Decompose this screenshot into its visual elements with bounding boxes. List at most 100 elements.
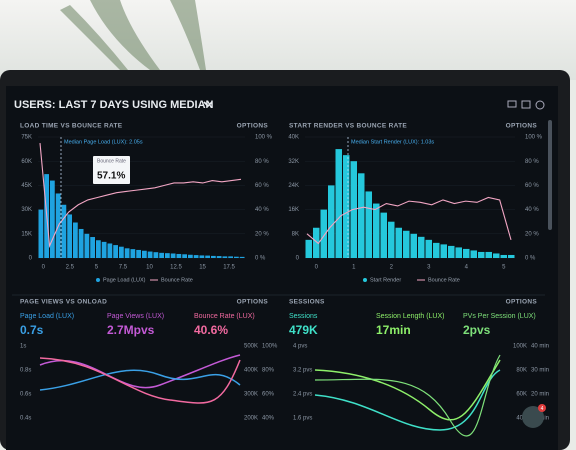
bar: [485, 251, 492, 258]
y-tick-label: 500K: [244, 344, 258, 350]
bar: [193, 255, 199, 258]
y-tick-label: 1.6 pvs: [293, 416, 312, 422]
bar: [107, 243, 113, 258]
bar: [358, 173, 365, 258]
y-tick-label: 60K: [21, 159, 32, 165]
x-tick-label: 12.5: [170, 265, 182, 271]
bar: [222, 256, 228, 258]
bar: [335, 149, 342, 258]
metric-label: Session Length (LUX): [376, 313, 444, 320]
chat-button[interactable]: [522, 406, 544, 428]
bar: [395, 227, 402, 258]
y-tick-label: 80K: [516, 368, 527, 374]
plant: [60, 0, 206, 70]
metric-value: 17min: [376, 323, 411, 337]
bar: [418, 236, 425, 258]
curve: [39, 369, 241, 391]
options[interactable]: OPTIONS: [237, 123, 269, 130]
bar: [440, 244, 447, 258]
icon-help[interactable]: [535, 100, 545, 110]
metric-value: 2pvs: [463, 323, 491, 337]
y-tick-label: 45K: [21, 183, 32, 189]
metric-label: Sessions: [289, 313, 318, 320]
y-tick-label: 0.6s: [20, 392, 31, 398]
annotation: Median Start Render (LUX): 1.03s: [351, 139, 434, 145]
bar: [73, 222, 78, 258]
curve: [314, 359, 501, 421]
x-tick-label: 0: [315, 265, 319, 271]
bar: [153, 252, 159, 258]
panel-title: START RENDER VS BOUNCE RATE: [289, 123, 407, 130]
dropdown-icon[interactable]: [203, 101, 213, 108]
y-tick-label: 300K: [244, 392, 258, 398]
bar: [67, 214, 72, 258]
tooltip-label: Bounce Rate: [97, 158, 126, 164]
bar: [239, 256, 245, 258]
y-tick-label: 0: [296, 256, 300, 262]
y-tick-label: 4 pvs: [293, 344, 307, 350]
x-tick-label: 10: [146, 265, 153, 271]
bar: [425, 239, 432, 258]
y2-tick-label: 0 %: [255, 256, 266, 262]
y-tick-label: 8K: [292, 231, 299, 237]
metric-label: PVs Per Session (LUX): [463, 313, 536, 320]
bar: [119, 246, 124, 258]
bar: [211, 255, 216, 258]
panel-title: LOAD TIME VS BOUNCE RATE: [20, 123, 123, 130]
bar: [313, 227, 320, 258]
metric-value: 40.6%: [194, 323, 228, 337]
y-tick-label: 30K: [21, 207, 32, 213]
bar: [170, 253, 176, 258]
bar: [176, 253, 182, 258]
legend-label: Bounce Rate: [428, 277, 460, 283]
x-tick-label: 1: [352, 265, 356, 271]
x-tick-label: 15: [199, 265, 206, 271]
bar: [101, 241, 107, 258]
header-title: USERS: LAST 7 DAYS USING MEDIAN: [14, 99, 214, 111]
bar: [205, 255, 210, 258]
bar: [500, 254, 507, 258]
y-tick-label: 40 min: [531, 344, 549, 350]
y-tick-label: 100K: [513, 344, 527, 350]
icon-chart[interactable]: [521, 100, 531, 109]
metric-value: 0.7s: [20, 323, 44, 337]
decor: [39, 354, 501, 437]
y-tick-label: 1s: [20, 344, 26, 350]
bar: [493, 253, 500, 258]
bar: [124, 248, 130, 258]
bar: [165, 253, 170, 258]
bar: [470, 250, 477, 258]
x-tick-label: 7.5: [119, 265, 128, 271]
y2-tick-label: 80 %: [255, 159, 269, 165]
y-tick-label: 0: [29, 256, 33, 262]
chat-badge-count: 4: [541, 406, 544, 412]
bar: [343, 155, 350, 258]
icon-monitor[interactable]: [507, 100, 517, 108]
y-tick-label: 0.8s: [20, 368, 31, 374]
y-tick-label: 60K: [516, 392, 527, 398]
y2-tick-label: 60 %: [255, 183, 269, 189]
bar: [136, 249, 141, 258]
y-tick-label: 30 min: [531, 368, 549, 374]
bar: [182, 254, 187, 258]
y-tick-label: 100%: [262, 344, 278, 350]
bar: [403, 230, 410, 258]
bar: [61, 204, 67, 258]
x-tick-label: 0: [42, 265, 46, 271]
bar: [159, 252, 164, 258]
curve: [39, 354, 241, 389]
chat-badge: [538, 404, 546, 412]
bar: [373, 203, 380, 258]
options[interactable]: OPTIONS: [237, 299, 269, 306]
bounce-line: [306, 196, 512, 245]
bar: [84, 233, 90, 258]
panel-title: PAGE VIEWS VS ONLOAD: [20, 299, 107, 306]
bounce-line: [39, 142, 242, 249]
bar: [50, 180, 55, 258]
metric-value: 479K: [289, 323, 318, 337]
y-tick-label: 80%: [262, 368, 275, 374]
bar: [448, 245, 455, 258]
y2-tick-label: 80 %: [525, 159, 539, 165]
options[interactable]: OPTIONS: [506, 123, 538, 130]
options[interactable]: OPTIONS: [506, 299, 538, 306]
